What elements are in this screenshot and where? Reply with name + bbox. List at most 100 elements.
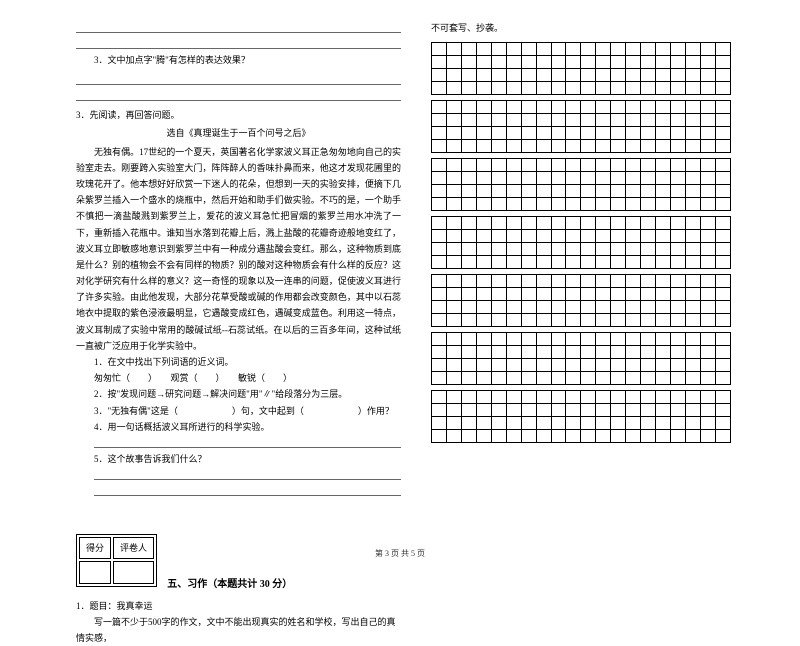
grid-cell <box>626 430 641 443</box>
grid-cell <box>551 230 566 243</box>
grid-cell <box>581 301 596 314</box>
grid-cell <box>656 56 671 69</box>
grid-cell <box>446 314 461 327</box>
grid-cell <box>551 82 566 95</box>
grid-cell <box>491 430 506 443</box>
grid-cell <box>715 172 730 185</box>
grid-cell <box>611 217 626 230</box>
grid-cell <box>566 43 581 56</box>
sub-question-1: 1．在文中找出下列词语的近义词。 <box>76 354 401 370</box>
grid-cell <box>446 101 461 114</box>
grid-cell <box>656 172 671 185</box>
grid-cell <box>596 217 611 230</box>
grid-cell <box>641 69 656 82</box>
grid-cell <box>656 217 671 230</box>
grid-cell <box>536 372 551 385</box>
grid-cell <box>596 114 611 127</box>
grid-cell <box>611 372 626 385</box>
grid-cell <box>641 159 656 172</box>
grid-cell <box>566 159 581 172</box>
grid-cell <box>476 101 491 114</box>
grid-cell <box>566 430 581 443</box>
score-box: 得分 评卷人 <box>76 534 157 586</box>
grid-cell <box>700 417 715 430</box>
grid-cell <box>536 314 551 327</box>
grid-cell <box>432 198 447 211</box>
grid-cell <box>596 301 611 314</box>
grid-cell <box>521 346 536 359</box>
grid-cell <box>491 417 506 430</box>
grid-cell <box>446 217 461 230</box>
writing-grid-block <box>431 158 731 211</box>
grid-cell <box>626 101 641 114</box>
essay-topic: 1．题目：我真幸运 <box>76 598 401 614</box>
grid-cell <box>626 404 641 417</box>
grid-cell <box>685 198 700 211</box>
grid-cell <box>506 301 521 314</box>
grid-cell <box>432 404 447 417</box>
grid-cell <box>536 346 551 359</box>
grid-cell <box>446 417 461 430</box>
grid-cell <box>461 69 476 82</box>
grid-cell <box>581 172 596 185</box>
grid-cell <box>536 275 551 288</box>
grid-cell <box>551 127 566 140</box>
grid-cell <box>461 243 476 256</box>
grid-cell <box>491 159 506 172</box>
grid-cell <box>536 217 551 230</box>
grid-cell <box>551 391 566 404</box>
grid-cell <box>461 346 476 359</box>
grid-cell <box>656 82 671 95</box>
grid-cell <box>685 417 700 430</box>
grid-cell <box>432 372 447 385</box>
grid-cell <box>521 301 536 314</box>
grid-cell <box>461 172 476 185</box>
grid-cell <box>685 217 700 230</box>
grid-cell <box>671 430 686 443</box>
grid-cell <box>626 82 641 95</box>
grid-cell <box>566 404 581 417</box>
grid-cell <box>491 185 506 198</box>
grid-cell <box>506 256 521 269</box>
grid-cell <box>671 372 686 385</box>
grid-cell <box>611 243 626 256</box>
grid-cell <box>461 159 476 172</box>
grid-cell <box>685 333 700 346</box>
grid-cell <box>596 288 611 301</box>
grid-cell <box>685 101 700 114</box>
grid-cell <box>432 301 447 314</box>
sub-question-4: 4．用一句话概括波义耳所进行的科学实验。 <box>76 419 401 435</box>
grid-cell <box>671 275 686 288</box>
grid-cell <box>641 417 656 430</box>
grid-cell <box>521 359 536 372</box>
grid-cell <box>715 359 730 372</box>
grid-cell <box>446 243 461 256</box>
grid-cell <box>641 314 656 327</box>
grid-cell <box>581 198 596 211</box>
grid-cell <box>596 372 611 385</box>
grid-cell <box>641 43 656 56</box>
grid-cell <box>566 198 581 211</box>
grid-cell <box>685 56 700 69</box>
grid-cell <box>685 314 700 327</box>
grid-cell <box>506 230 521 243</box>
grid-cell <box>446 198 461 211</box>
grid-cell <box>461 372 476 385</box>
grid-cell <box>596 185 611 198</box>
grid-cell <box>506 101 521 114</box>
grid-cell <box>461 288 476 301</box>
grid-cell <box>626 256 641 269</box>
grid-cell <box>461 333 476 346</box>
grid-cell <box>566 114 581 127</box>
grid-cell <box>536 56 551 69</box>
grid-cell <box>461 217 476 230</box>
grid-cell <box>596 243 611 256</box>
grid-cell <box>641 230 656 243</box>
grid-cell <box>715 140 730 153</box>
grid-cell <box>700 43 715 56</box>
grid-cell <box>506 159 521 172</box>
grid-cell <box>476 372 491 385</box>
grid-cell <box>626 301 641 314</box>
grid-cell <box>626 127 641 140</box>
grid-cell <box>476 301 491 314</box>
